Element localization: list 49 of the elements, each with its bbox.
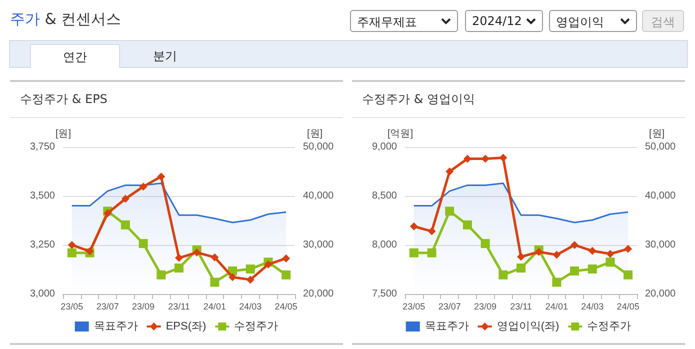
y2-axis-title: [원] [649, 128, 665, 140]
x-tick-label: 24/03 [239, 302, 262, 312]
chart-title: 수정주가 & EPS [10, 82, 343, 118]
y2-tick-label: 20,000 [645, 288, 676, 300]
x-tick-label: 23/05 [60, 302, 84, 312]
legend-label: 수정주가 [234, 320, 278, 332]
y2-tick-label: 50,000 [645, 142, 676, 152]
text: 주가 & 컨센서스 [10, 10, 122, 28]
text: 분기 [152, 48, 178, 65]
chart-title: 수정주가 & 영업이익 [352, 82, 685, 118]
y2-tick-label: 40,000 [645, 190, 676, 202]
legend-label: 목표주가 [94, 320, 138, 332]
x-tick-label: 23/07 [96, 302, 119, 312]
y2-tick-label: 40,000 [303, 190, 334, 202]
y-tick-label: 3,500 [30, 190, 56, 202]
x-tick-label: 24/01 [545, 302, 568, 312]
legend-label: 수정주가 [587, 320, 632, 332]
y-tick-label: 7,500 [372, 288, 398, 300]
y-tick-label: 3,250 [30, 240, 56, 250]
x-tick-label: 23/11 [510, 302, 532, 312]
legend-label: 목표주가 [424, 320, 469, 332]
y2-tick-label: 30,000 [303, 240, 334, 250]
text: 영업이익 [556, 15, 604, 29]
y-tick-label: 8,500 [372, 190, 398, 202]
legend-label: EPS(좌) [166, 320, 206, 332]
text: 주재무제표 [357, 15, 417, 29]
y-tick-label: 3,750 [30, 142, 56, 152]
y2-tick-label: 30,000 [645, 240, 676, 250]
y-tick-label: 3,000 [30, 288, 56, 300]
text: 2024/12 [472, 14, 522, 28]
x-tick-label: 24/05 [616, 302, 640, 312]
y2-tick-label: 20,000 [303, 288, 334, 300]
x-tick-label: 23/07 [438, 302, 461, 312]
y-tick-label: 9,000 [372, 142, 398, 152]
x-tick-label: 23/09 [474, 302, 497, 312]
x-tick-label: 24/05 [274, 302, 298, 312]
x-tick-label: 23/09 [132, 302, 155, 312]
y-axis-title: [원] [55, 128, 72, 140]
x-tick-label: 24/01 [203, 302, 226, 312]
x-tick-label: 23/05 [402, 302, 426, 312]
y2-tick-label: 50,000 [303, 142, 334, 152]
x-tick-label: 24/03 [581, 302, 604, 312]
y-tick-label: 8,000 [372, 240, 398, 250]
y2-axis-title: [원] [307, 128, 323, 140]
text: 검색 [642, 10, 684, 32]
x-tick-label: 23/11 [168, 302, 190, 312]
y-axis-title: [억원] [387, 128, 414, 140]
text: 연간 [30, 44, 120, 68]
legend-label: 영업이익(좌) [496, 320, 560, 332]
